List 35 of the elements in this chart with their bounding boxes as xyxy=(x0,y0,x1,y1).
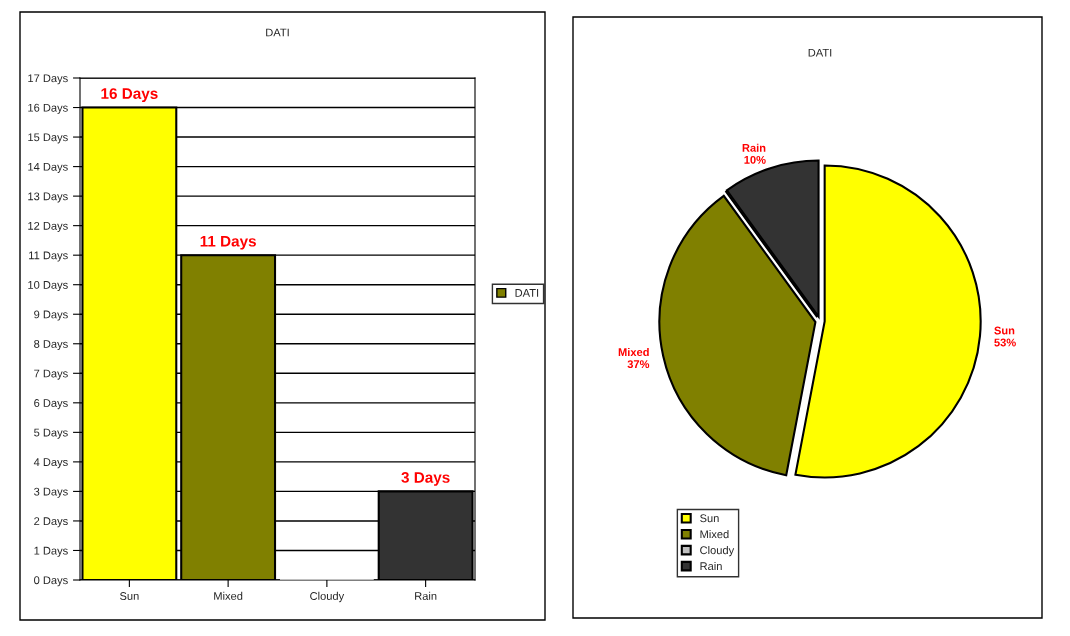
y-tick-label: 11 Days xyxy=(29,251,68,262)
y-tick-label: 14 Days xyxy=(28,162,68,173)
y-tick-label: 12 Days xyxy=(28,221,68,232)
x-tick-label: Rain xyxy=(415,591,437,600)
y-tick-label: 2 Days xyxy=(34,517,68,528)
y-tick-label: 3 Days xyxy=(34,487,68,498)
data-label: 16 Days xyxy=(101,88,158,102)
chart-title: DATI xyxy=(266,28,289,37)
y-tick-label: 4 Days xyxy=(33,458,68,469)
x-tick-label: Mixed xyxy=(214,591,243,600)
x-tick-label: Cloudy xyxy=(310,591,345,603)
y-tick-label: 15 Days xyxy=(28,133,68,144)
data-label: 11 Days xyxy=(200,235,256,250)
y-tick-label: 8 Days xyxy=(34,340,68,351)
legend-label: Rain xyxy=(700,561,722,571)
y-tick-label: 9 Days xyxy=(34,310,68,321)
data-label: Sun 53% xyxy=(994,326,1016,347)
chart-title: DATI xyxy=(808,48,832,57)
y-tick-label: 10 Days xyxy=(28,280,68,292)
legend-label: Mixed xyxy=(700,530,729,539)
y-tick-label: 17 Days xyxy=(28,74,68,85)
y-tick-label: 5 Days xyxy=(34,428,68,439)
y-tick-label: 6 Days xyxy=(34,399,68,410)
y-tick-label: 1 Days xyxy=(34,546,68,557)
data-label: Mixed 37% xyxy=(618,347,650,369)
legend-label: DATI xyxy=(515,289,539,297)
legend-label: Sun xyxy=(700,514,719,523)
legend-label: Cloudy xyxy=(700,545,735,557)
data-label: 3 Days xyxy=(401,472,450,486)
x-tick-label: Sun xyxy=(120,592,139,600)
y-tick-label: 16 Days xyxy=(28,103,68,114)
data-label: Rain 10% xyxy=(742,143,766,164)
y-tick-label: 7 Days xyxy=(34,369,68,380)
y-tick-label: 13 Days xyxy=(28,192,68,203)
y-tick-label: 0 Days xyxy=(34,576,68,587)
